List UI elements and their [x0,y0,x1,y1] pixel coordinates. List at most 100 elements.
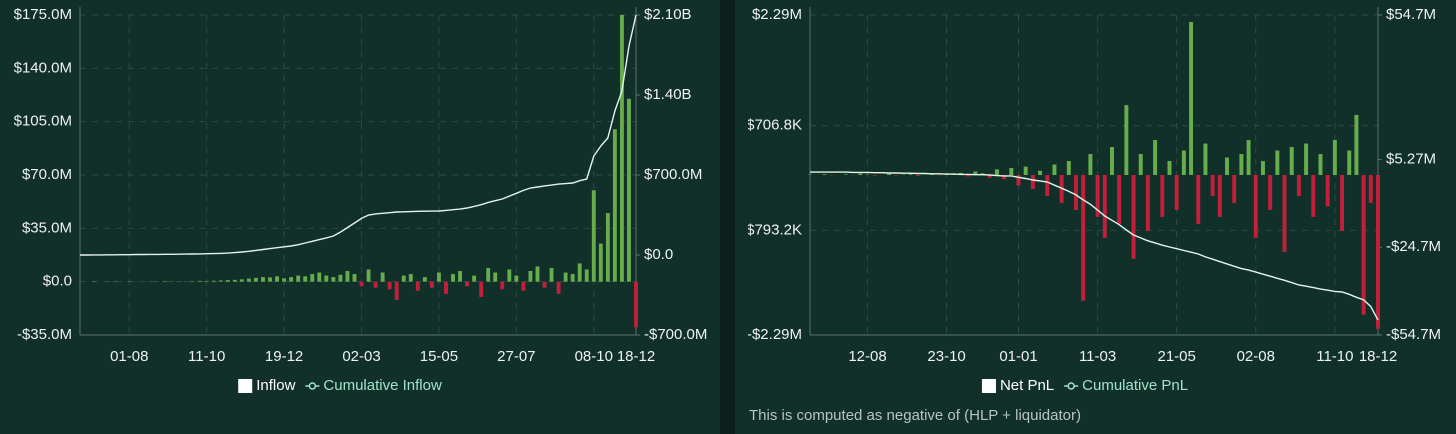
bar [1002,175,1007,180]
bar [197,280,202,282]
note: This is computed as negative of (HLP + l… [749,407,1081,424]
bar [843,174,848,175]
bar [612,129,617,282]
bar [359,281,364,287]
legend-label: Cumulative Inflow [323,377,442,394]
legend-label: Inflow [256,377,295,394]
bar [1145,175,1150,231]
y-tick-label: $706.8K [746,117,802,134]
y-tick-label: -$2.29M [747,326,802,343]
bar [1275,150,1280,175]
chart: -$2.29M -$793.2K $706.8K $2.29M -$54.7M -$24.… [746,6,1441,365]
bar [401,275,406,282]
bar [1354,114,1359,175]
x-tick-label: 27-07 [497,348,535,365]
y2-tick-label: $1.40B [644,86,692,103]
bar [1088,154,1093,175]
bar [218,280,223,282]
bar [444,281,448,294]
y-tick-label: -$35.0M [17,326,72,343]
y-tick-label: $70.0M [22,166,72,183]
x-tick-label: 01-08 [110,348,148,365]
x-tick-label: 19-12 [265,348,303,365]
bar [908,174,913,175]
bar [1131,175,1136,259]
bar [966,175,971,177]
bar [373,281,378,288]
line [80,14,637,256]
bar [429,281,434,288]
bar [366,269,371,282]
x-tick-label: 15-05 [420,348,458,365]
bar [570,274,575,282]
bar [394,281,399,300]
y-tick-label: $175.0M [14,6,72,23]
x-tick-label: 02-03 [342,348,380,365]
bar [1153,140,1158,175]
bar [415,281,420,291]
line [810,171,1379,321]
bar [1167,161,1172,175]
bar [1196,175,1201,224]
x-tick-label: 01-01 [999,348,1037,365]
bar [1181,150,1186,175]
bar [1304,143,1309,175]
bar [1340,175,1345,231]
bar [1109,147,1114,175]
bar [915,175,920,176]
bar [1268,175,1273,210]
legend-label: Cumulative PnL [1082,377,1188,394]
bar [239,279,244,282]
bar [1296,175,1301,196]
y2-tick-label: $5.27M [1386,151,1436,168]
bar [1124,105,1129,175]
bar [1347,150,1352,175]
bar [1260,161,1265,175]
bar [1138,154,1143,175]
y-tick-label: $0.0 [43,273,72,290]
bar [577,263,582,282]
bar [317,272,322,282]
bar [1232,175,1237,203]
bar [261,277,265,282]
bar [232,279,237,282]
bar [598,243,603,282]
x-tick-label: 08-10 [575,348,613,365]
bar [1160,175,1165,217]
y2-tick-label: $700.0M [644,166,702,183]
bar [1066,161,1071,175]
bar [887,173,892,175]
y-tick-label: $35.0M [22,219,72,236]
bar [1376,175,1380,329]
bar [1081,175,1086,301]
bar [1239,154,1244,175]
bar [627,98,631,282]
bar [1332,140,1337,175]
bar [1095,175,1100,217]
bar [1117,175,1122,224]
bar [331,277,336,282]
bar [556,281,561,294]
bar [1325,175,1330,207]
bar [408,274,413,282]
bar [894,175,899,176]
legend-swatch [981,379,996,393]
bar [479,281,484,297]
bar [204,281,209,282]
legend-marker [1067,382,1075,390]
bar [1045,175,1050,196]
legend-label: Net PnL [1000,377,1054,394]
legend-swatch [238,379,253,393]
bar [472,275,477,282]
panel [735,0,1456,434]
bar [338,274,343,282]
y2-tick-label: -$700.0M [644,326,707,343]
bar [289,277,294,282]
y2-tick-label: -$24.7M [1386,238,1441,255]
bar [1253,175,1258,238]
bar [634,281,638,328]
bar [1225,157,1229,175]
bar [528,271,533,282]
bar [1030,175,1035,189]
